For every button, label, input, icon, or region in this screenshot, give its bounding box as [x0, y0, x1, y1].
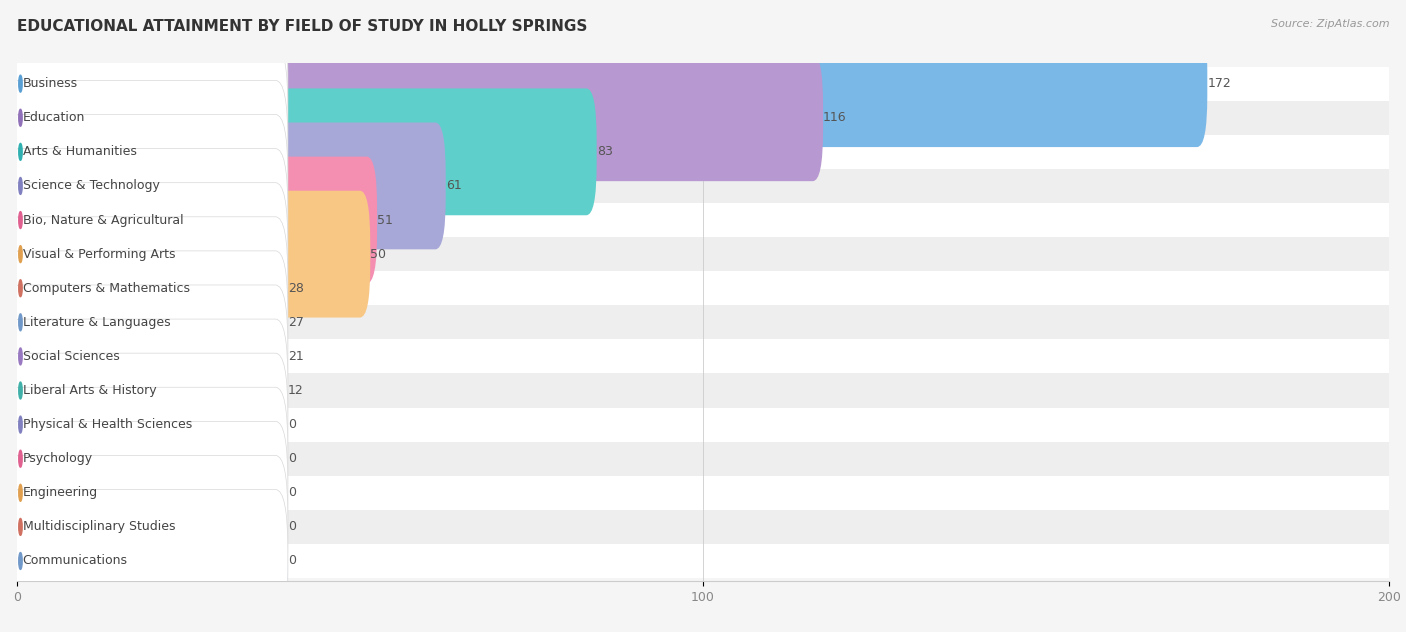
- FancyBboxPatch shape: [7, 46, 288, 189]
- FancyBboxPatch shape: [7, 353, 288, 496]
- FancyBboxPatch shape: [7, 327, 288, 454]
- Text: 12: 12: [288, 384, 304, 397]
- Circle shape: [18, 75, 22, 92]
- FancyBboxPatch shape: [7, 429, 288, 556]
- FancyBboxPatch shape: [17, 510, 1389, 544]
- FancyBboxPatch shape: [17, 374, 1389, 408]
- Circle shape: [18, 552, 22, 569]
- FancyBboxPatch shape: [17, 305, 1389, 339]
- FancyBboxPatch shape: [7, 259, 288, 386]
- FancyBboxPatch shape: [17, 339, 1389, 374]
- Circle shape: [18, 246, 22, 262]
- FancyBboxPatch shape: [17, 203, 1389, 237]
- Text: EDUCATIONAL ATTAINMENT BY FIELD OF STUDY IN HOLLY SPRINGS: EDUCATIONAL ATTAINMENT BY FIELD OF STUDY…: [17, 19, 588, 34]
- FancyBboxPatch shape: [17, 442, 1389, 476]
- FancyBboxPatch shape: [7, 54, 823, 181]
- Text: 50: 50: [370, 248, 387, 260]
- Text: 116: 116: [823, 111, 846, 125]
- FancyBboxPatch shape: [7, 191, 370, 317]
- FancyBboxPatch shape: [7, 422, 288, 564]
- Text: Arts & Humanities: Arts & Humanities: [22, 145, 136, 159]
- FancyBboxPatch shape: [7, 395, 288, 522]
- FancyBboxPatch shape: [17, 408, 1389, 442]
- Text: Computers & Mathematics: Computers & Mathematics: [22, 282, 190, 295]
- Circle shape: [18, 416, 22, 433]
- Text: Source: ZipAtlas.com: Source: ZipAtlas.com: [1271, 19, 1389, 29]
- FancyBboxPatch shape: [7, 362, 288, 488]
- Text: Business: Business: [22, 77, 77, 90]
- FancyBboxPatch shape: [7, 497, 288, 624]
- Text: 83: 83: [596, 145, 613, 159]
- FancyBboxPatch shape: [17, 66, 1389, 100]
- Text: Visual & Performing Arts: Visual & Performing Arts: [22, 248, 174, 260]
- FancyBboxPatch shape: [7, 123, 446, 250]
- Text: 0: 0: [288, 554, 295, 568]
- Text: 61: 61: [446, 179, 461, 192]
- Circle shape: [18, 484, 22, 501]
- FancyBboxPatch shape: [17, 476, 1389, 510]
- FancyBboxPatch shape: [7, 387, 288, 530]
- Text: Education: Education: [22, 111, 84, 125]
- Text: Engineering: Engineering: [22, 486, 97, 499]
- FancyBboxPatch shape: [17, 135, 1389, 169]
- FancyBboxPatch shape: [7, 217, 288, 360]
- Text: 21: 21: [288, 350, 304, 363]
- Text: 172: 172: [1208, 77, 1232, 90]
- FancyBboxPatch shape: [7, 251, 288, 394]
- FancyBboxPatch shape: [7, 285, 288, 428]
- FancyBboxPatch shape: [7, 114, 288, 257]
- Circle shape: [18, 109, 22, 126]
- Circle shape: [18, 280, 22, 296]
- FancyBboxPatch shape: [17, 169, 1389, 203]
- FancyBboxPatch shape: [17, 100, 1389, 135]
- FancyBboxPatch shape: [17, 237, 1389, 271]
- FancyBboxPatch shape: [7, 463, 288, 590]
- FancyBboxPatch shape: [17, 271, 1389, 305]
- FancyBboxPatch shape: [7, 225, 288, 351]
- Text: Social Sciences: Social Sciences: [22, 350, 120, 363]
- FancyBboxPatch shape: [7, 183, 288, 325]
- FancyBboxPatch shape: [7, 456, 288, 599]
- Text: 28: 28: [288, 282, 304, 295]
- Text: 27: 27: [288, 316, 304, 329]
- Text: Communications: Communications: [22, 554, 128, 568]
- Circle shape: [18, 314, 22, 331]
- Text: 0: 0: [288, 486, 295, 499]
- Circle shape: [18, 178, 22, 195]
- FancyBboxPatch shape: [7, 80, 288, 223]
- FancyBboxPatch shape: [7, 157, 377, 283]
- Circle shape: [18, 348, 22, 365]
- FancyBboxPatch shape: [7, 490, 288, 632]
- Circle shape: [18, 518, 22, 535]
- Text: 0: 0: [288, 520, 295, 533]
- Circle shape: [18, 143, 22, 161]
- FancyBboxPatch shape: [7, 319, 288, 462]
- Text: Multidisciplinary Studies: Multidisciplinary Studies: [22, 520, 174, 533]
- Text: Literature & Languages: Literature & Languages: [22, 316, 170, 329]
- Text: Bio, Nature & Agricultural: Bio, Nature & Agricultural: [22, 214, 183, 226]
- Text: 51: 51: [377, 214, 392, 226]
- Text: Liberal Arts & History: Liberal Arts & History: [22, 384, 156, 397]
- FancyBboxPatch shape: [7, 12, 288, 155]
- FancyBboxPatch shape: [7, 149, 288, 291]
- Text: 0: 0: [288, 418, 295, 431]
- Text: Science & Technology: Science & Technology: [22, 179, 159, 192]
- FancyBboxPatch shape: [17, 544, 1389, 578]
- FancyBboxPatch shape: [7, 293, 288, 420]
- FancyBboxPatch shape: [7, 20, 1208, 147]
- Circle shape: [18, 450, 22, 467]
- Circle shape: [18, 212, 22, 229]
- Text: Physical & Health Sciences: Physical & Health Sciences: [22, 418, 191, 431]
- FancyBboxPatch shape: [7, 88, 596, 216]
- Text: 0: 0: [288, 453, 295, 465]
- Circle shape: [18, 382, 22, 399]
- Text: Psychology: Psychology: [22, 453, 93, 465]
